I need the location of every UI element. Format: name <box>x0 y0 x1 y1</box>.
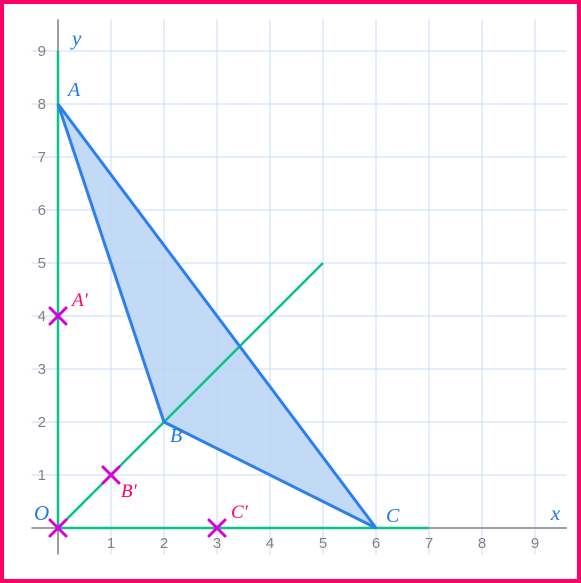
x-tick-label: 9 <box>531 535 539 552</box>
coordinate-plane: 123456789123456789xyOABCA′B′C′ <box>4 4 577 579</box>
y-tick-label: 9 <box>38 43 46 60</box>
x-tick-label: 2 <box>160 535 168 552</box>
x-tick-label: 7 <box>425 535 433 552</box>
prime-label: A′ <box>70 290 89 311</box>
x-tick-label: 3 <box>213 535 221 552</box>
vertex-label-c: C <box>386 505 400 527</box>
prime-label: B′ <box>121 481 138 502</box>
chart-frame: 123456789123456789xyOABCA′B′C′ <box>0 0 581 583</box>
y-tick-label: 2 <box>38 414 46 431</box>
x-tick-label: 6 <box>372 535 380 552</box>
x-axis-label: x <box>550 501 561 525</box>
prime-label: C′ <box>231 502 249 523</box>
y-tick-label: 3 <box>38 361 46 378</box>
y-axis-label: y <box>70 26 82 50</box>
y-tick-label: 7 <box>38 149 46 166</box>
y-tick-label: 8 <box>38 96 46 113</box>
y-tick-label: 1 <box>38 467 46 484</box>
vertex-label-b: B <box>170 425 182 447</box>
origin-label: O <box>34 501 49 525</box>
y-tick-label: 4 <box>38 308 46 325</box>
vertex-label-a: A <box>66 79 81 101</box>
x-tick-label: 8 <box>478 535 486 552</box>
x-tick-label: 5 <box>319 535 327 552</box>
x-tick-label: 1 <box>107 535 115 552</box>
y-tick-label: 5 <box>38 255 46 272</box>
y-tick-label: 6 <box>38 202 46 219</box>
x-tick-label: 4 <box>266 535 274 552</box>
